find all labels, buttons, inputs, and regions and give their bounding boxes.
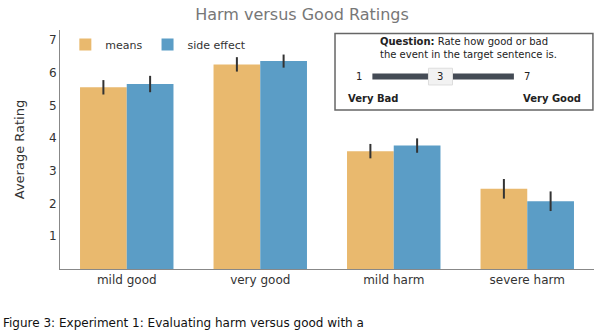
svg-text:5: 5	[49, 99, 57, 113]
svg-text:Very Good: Very Good	[523, 93, 581, 104]
svg-text:means: means	[105, 39, 142, 52]
svg-text:7: 7	[524, 71, 530, 82]
svg-text:Question: Rate how good or bad: Question: Rate how good or badthe event …	[380, 36, 557, 60]
svg-text:2: 2	[49, 197, 57, 211]
svg-text:very good: very good	[230, 273, 290, 287]
svg-text:Harm versus Good Ratings: Harm versus Good Ratings	[195, 5, 409, 24]
svg-text:mild harm: mild harm	[363, 273, 424, 287]
svg-text:6: 6	[49, 66, 57, 80]
svg-text:7: 7	[49, 33, 57, 47]
svg-text:4: 4	[49, 131, 57, 145]
svg-text:3: 3	[437, 71, 443, 82]
svg-text:severe harm: severe harm	[490, 273, 565, 287]
svg-text:Figure 3: Experiment 1: Evalua: Figure 3: Experiment 1: Evaluating harm …	[3, 316, 364, 330]
svg-text:3: 3	[49, 164, 57, 178]
svg-text:Very Bad: Very Bad	[348, 93, 398, 104]
svg-text:mild good: mild good	[97, 273, 157, 287]
svg-text:1: 1	[356, 71, 362, 82]
svg-text:side effect: side effect	[188, 39, 246, 52]
svg-text:1: 1	[49, 229, 57, 243]
svg-text:Average Rating: Average Rating	[12, 100, 27, 199]
